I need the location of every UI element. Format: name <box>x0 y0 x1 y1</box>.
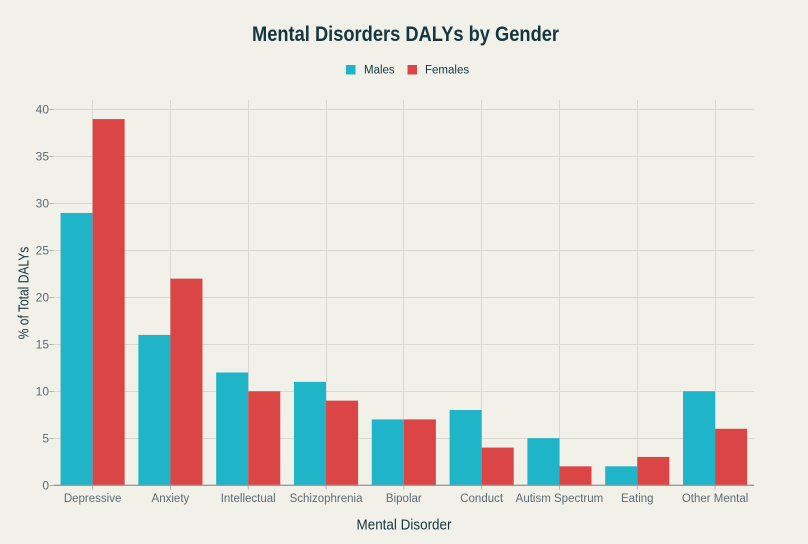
svg-text:Mental Disorder: Mental Disorder <box>357 518 452 534</box>
svg-text:20: 20 <box>36 291 50 305</box>
svg-text:0: 0 <box>42 479 49 493</box>
svg-text:30: 30 <box>36 197 50 211</box>
svg-text:Females: Females <box>425 65 469 77</box>
svg-text:10: 10 <box>36 385 50 399</box>
svg-text:Mental Disorders DALYs by Gend: Mental Disorders DALYs by Gender <box>252 23 559 46</box>
svg-text:Schizophrenia: Schizophrenia <box>290 493 363 505</box>
svg-text:Bipolar: Bipolar <box>386 493 422 505</box>
svg-text:Intellectual: Intellectual <box>221 493 276 505</box>
svg-text:Males: Males <box>364 65 395 77</box>
svg-text:5: 5 <box>42 432 49 446</box>
svg-text:Conduct: Conduct <box>460 493 504 505</box>
svg-text:35: 35 <box>36 150 50 164</box>
svg-text:% of Total DALYs: % of Total DALYs <box>17 247 33 340</box>
svg-text:15: 15 <box>36 338 50 352</box>
svg-text:Depressive: Depressive <box>64 493 122 505</box>
svg-text:Anxiety: Anxiety <box>152 493 190 505</box>
svg-text:25: 25 <box>36 244 50 258</box>
svg-text:Autism Spectrum: Autism Spectrum <box>516 493 604 505</box>
svg-text:Eating: Eating <box>621 493 654 505</box>
svg-text:40: 40 <box>36 103 50 117</box>
svg-text:Other Mental: Other Mental <box>682 493 748 505</box>
